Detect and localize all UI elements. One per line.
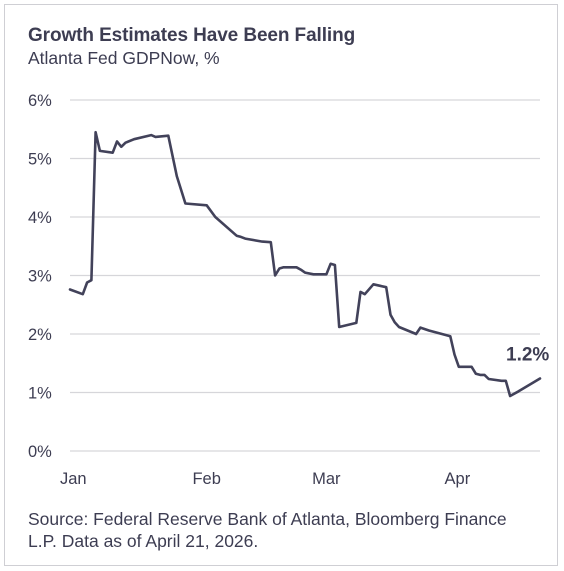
chart-frame [4, 4, 558, 566]
last-value-label: 1.2% [506, 344, 549, 365]
y-tick-label: 4% [28, 209, 52, 227]
x-tick-label: Apr [445, 470, 471, 488]
source-note: Source: Federal Reserve Bank of Atlanta,… [28, 509, 507, 551]
y-tick-label: 0% [28, 443, 52, 461]
y-tick-label: 3% [28, 268, 52, 286]
y-axis-ticks: 0% 1% 2% 3% 4% 5% 6% [28, 92, 52, 461]
chart-subtitle: Atlanta Fed GDPNow, % [28, 48, 220, 68]
annotations: 1.2% [506, 344, 549, 365]
x-tick-label: Jan [60, 470, 87, 488]
gridlines [70, 99, 540, 452]
x-axis-ticks: Jan Feb Mar Apr [60, 470, 471, 488]
chart-title: Growth Estimates Have Been Falling [28, 25, 356, 46]
x-tick-label: Feb [192, 470, 220, 488]
x-tick-label: Mar [312, 470, 341, 488]
y-tick-label: 2% [28, 326, 52, 344]
y-tick-label: 5% [28, 151, 52, 169]
series-group [68, 130, 542, 398]
series-line [68, 130, 542, 398]
y-tick-label: 1% [28, 385, 52, 403]
y-tick-label: 6% [28, 92, 52, 110]
